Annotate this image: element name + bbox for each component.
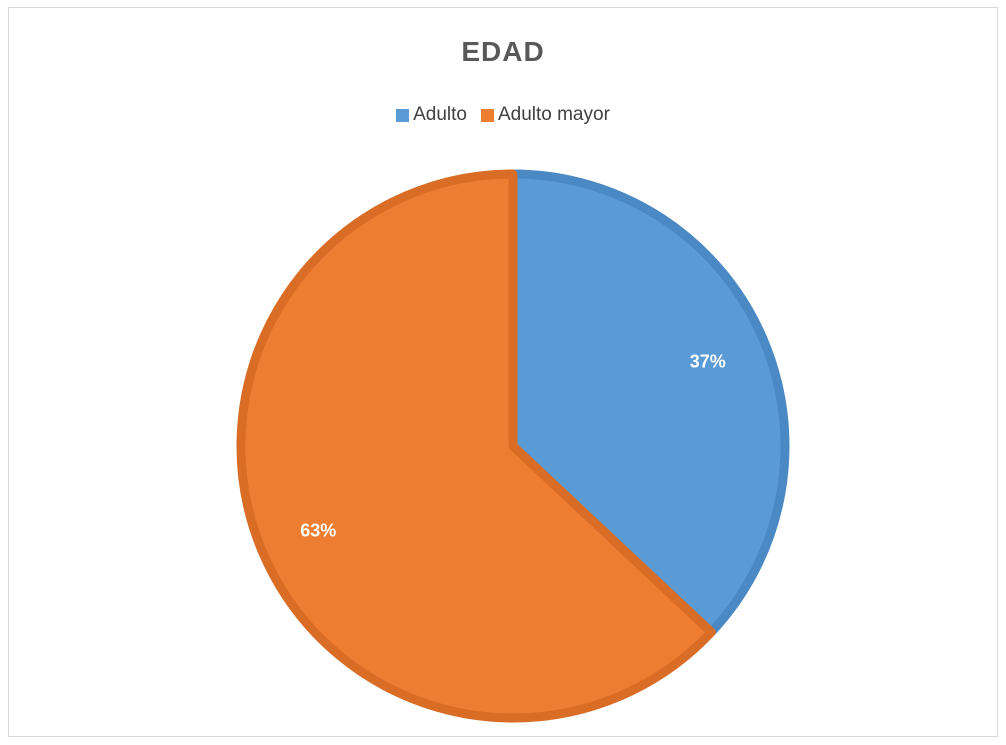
data-label-adulto: 37% <box>690 352 726 372</box>
data-label-adulto-mayor: 63% <box>300 520 336 540</box>
